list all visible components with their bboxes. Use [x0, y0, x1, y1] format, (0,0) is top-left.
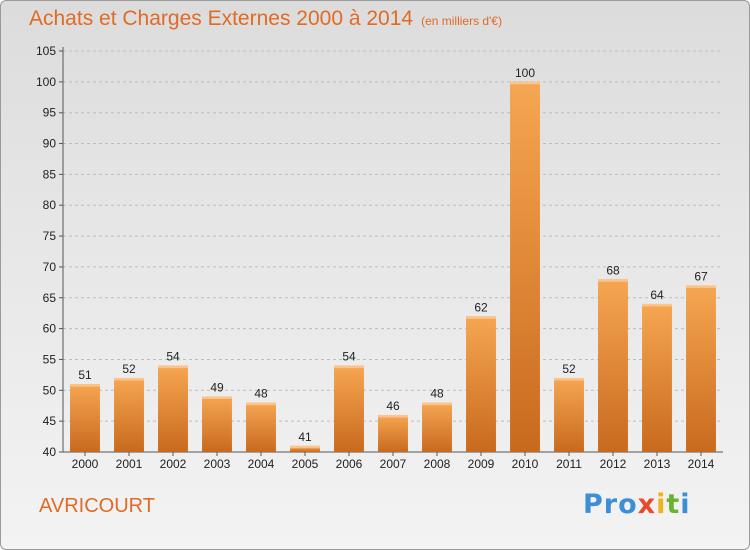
bar-2002: [158, 365, 188, 452]
y-tick-label: 65: [43, 291, 57, 305]
bar-2000: [70, 384, 100, 452]
bar-2010: [510, 81, 540, 452]
y-tick-label: 90: [43, 137, 57, 151]
bar-2012: [598, 279, 628, 452]
value-label: 52: [562, 362, 576, 376]
value-label: 52: [122, 362, 136, 376]
y-tick-label: 60: [43, 322, 57, 336]
x-tick-label: 2011: [556, 457, 582, 471]
bar-highlight-2008: [422, 402, 452, 406]
bar-2001: [114, 377, 144, 452]
value-label: 67: [694, 269, 708, 283]
bar-2005: [290, 445, 320, 452]
chart-subtitle: (en milliers d'€): [421, 14, 503, 28]
bar-2014: [686, 285, 716, 452]
x-tick-label: 2010: [512, 457, 539, 471]
x-tick-label: 2004: [248, 457, 275, 471]
value-label: 100: [515, 66, 535, 80]
x-tick-label: 2002: [160, 457, 187, 471]
x-tick-label: 2006: [336, 457, 363, 471]
value-label: 49: [210, 380, 224, 394]
y-tick-label: 45: [43, 414, 57, 428]
bar-highlight-2007: [378, 414, 408, 418]
logo-part-1: Pro: [583, 489, 638, 520]
x-tick-label: 2013: [644, 457, 671, 471]
bar-highlight-2012: [598, 279, 628, 282]
y-tick-labels: 40 45 50 55 60 65 70 75 80 85 90 95 100 105: [36, 44, 56, 459]
bar-2008: [422, 402, 452, 452]
bar-2003: [202, 396, 232, 452]
commune-name: AVRICOURT: [39, 495, 155, 517]
y-tick-label: 50: [43, 383, 57, 397]
bar-highlight-2005: [290, 445, 320, 449]
chart-title: Achats et Charges Externes 2000 à 2014 (e…: [29, 7, 502, 31]
value-label: 68: [606, 263, 620, 277]
logo-part-4: t: [666, 489, 681, 520]
value-label: 54: [342, 350, 356, 364]
y-tick-label: 105: [36, 44, 56, 58]
x-tick-label: 2008: [424, 457, 451, 471]
x-tick-label: 2005: [292, 457, 319, 471]
x-tick-label: 2001: [116, 457, 143, 471]
x-tick-label: 2003: [204, 457, 231, 471]
x-tick-label: 2007: [380, 457, 407, 471]
y-tick-label: 55: [43, 352, 57, 366]
bar-2013: [642, 303, 672, 452]
bar-highlight-2001: [114, 377, 144, 381]
bar-highlight-2014: [686, 285, 716, 288]
value-label: 46: [386, 399, 400, 413]
value-label: 48: [254, 387, 268, 401]
logo-part-2: x: [637, 489, 657, 520]
y-tick-label: 40: [43, 445, 57, 459]
bar-highlight-2006: [334, 365, 364, 369]
bar-2004: [246, 402, 276, 452]
bar-highlight-2003: [202, 396, 232, 399]
bar-2011: [554, 377, 584, 452]
logo-part-3: i: [656, 489, 667, 520]
y-tick-label: 100: [36, 75, 56, 89]
bars: [70, 81, 716, 452]
value-label: 48: [430, 387, 444, 401]
x-tick-label: 2014: [688, 457, 715, 471]
proxiti-logo[interactable]: Proxiti: [583, 489, 691, 520]
value-labels: 51 52 54 49 48 41 54 46 48 62 100 52 68 64 67: [78, 66, 708, 444]
bar-highlight-2004: [246, 402, 276, 406]
y-tick-label: 95: [43, 106, 57, 120]
x-tick-label: 2000: [72, 457, 99, 471]
y-tick-label: 85: [43, 167, 57, 181]
bar-highlight-2011: [554, 377, 584, 381]
bar-highlight-2000: [70, 384, 100, 387]
bar-2006: [334, 365, 364, 452]
x-tick-labels: 2000 2001 2002 2003 2004 2005 2006 2007 2008 2009…: [72, 457, 715, 471]
bar-2007: [378, 414, 408, 452]
bar-2009: [466, 316, 496, 452]
y-tick-label: 75: [43, 229, 57, 243]
chart-title-text: Achats et Charges Externes 2000 à 2014: [29, 7, 414, 30]
value-label: 64: [650, 288, 664, 302]
x-tick-label: 2012: [600, 457, 627, 471]
value-label: 41: [298, 430, 312, 444]
logo-part-5: i: [680, 489, 691, 520]
y-tick-label: 80: [43, 198, 57, 212]
value-label: 51: [78, 368, 92, 382]
y-tick-label: 70: [43, 260, 57, 274]
x-tick-label: 2009: [468, 457, 495, 471]
bar-highlight-2013: [642, 303, 672, 307]
bar-highlight-2010: [510, 81, 540, 85]
value-label: 54: [166, 350, 180, 364]
bar-highlight-2009: [466, 316, 496, 319]
value-label: 62: [474, 300, 488, 314]
bar-highlight-2002: [158, 365, 188, 369]
